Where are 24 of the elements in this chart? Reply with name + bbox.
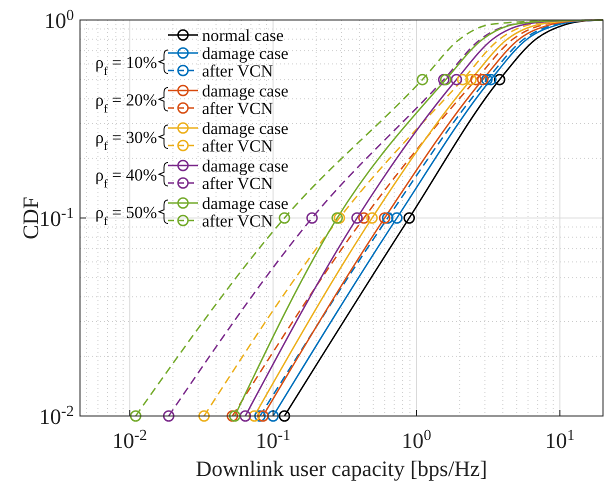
annotation: ρ$_{f}$ = 50%: [95, 202, 157, 228]
legend-label: after VCN: [202, 136, 273, 156]
legend-label: damage case: [202, 82, 288, 100]
legend-label: after VCN: [202, 174, 273, 193]
x-axis-title: Downlink user capacity [bps/Hz]: [196, 456, 488, 481]
legend-label: damage case: [202, 156, 288, 176]
x-tick-label: 10$^{-2}$: [112, 426, 148, 453]
legend-label: after VCN: [202, 99, 273, 118]
legend-label: normal case: [202, 26, 284, 45]
y-tick-label: 10$^{-1}$: [39, 204, 74, 231]
annotation: ρ$_{f}$ = 40%: [95, 165, 157, 190]
legend-label: damage case: [202, 194, 288, 213]
annotation: ρ$_{f}$ = 20%: [95, 90, 157, 116]
legend-label: after VCN: [202, 212, 273, 230]
legend-label: damage case: [202, 44, 288, 63]
legend-label: damage case: [202, 119, 288, 138]
x-tick-label: 10$^{-1}$: [256, 426, 291, 453]
annotation: ρ$_{f}$ = 30%: [95, 128, 157, 153]
x-tick-label: 10$^{1}$: [544, 426, 575, 453]
x-tick-label: 10$^{0}$: [402, 426, 432, 453]
annotation: ρ$_{f}$ = 10%: [95, 52, 157, 78]
y-tick-label: 10$^{0}$: [44, 6, 74, 33]
y-tick-label: 10$^{-2}$: [39, 402, 74, 429]
legend-label: after VCN: [202, 62, 273, 80]
